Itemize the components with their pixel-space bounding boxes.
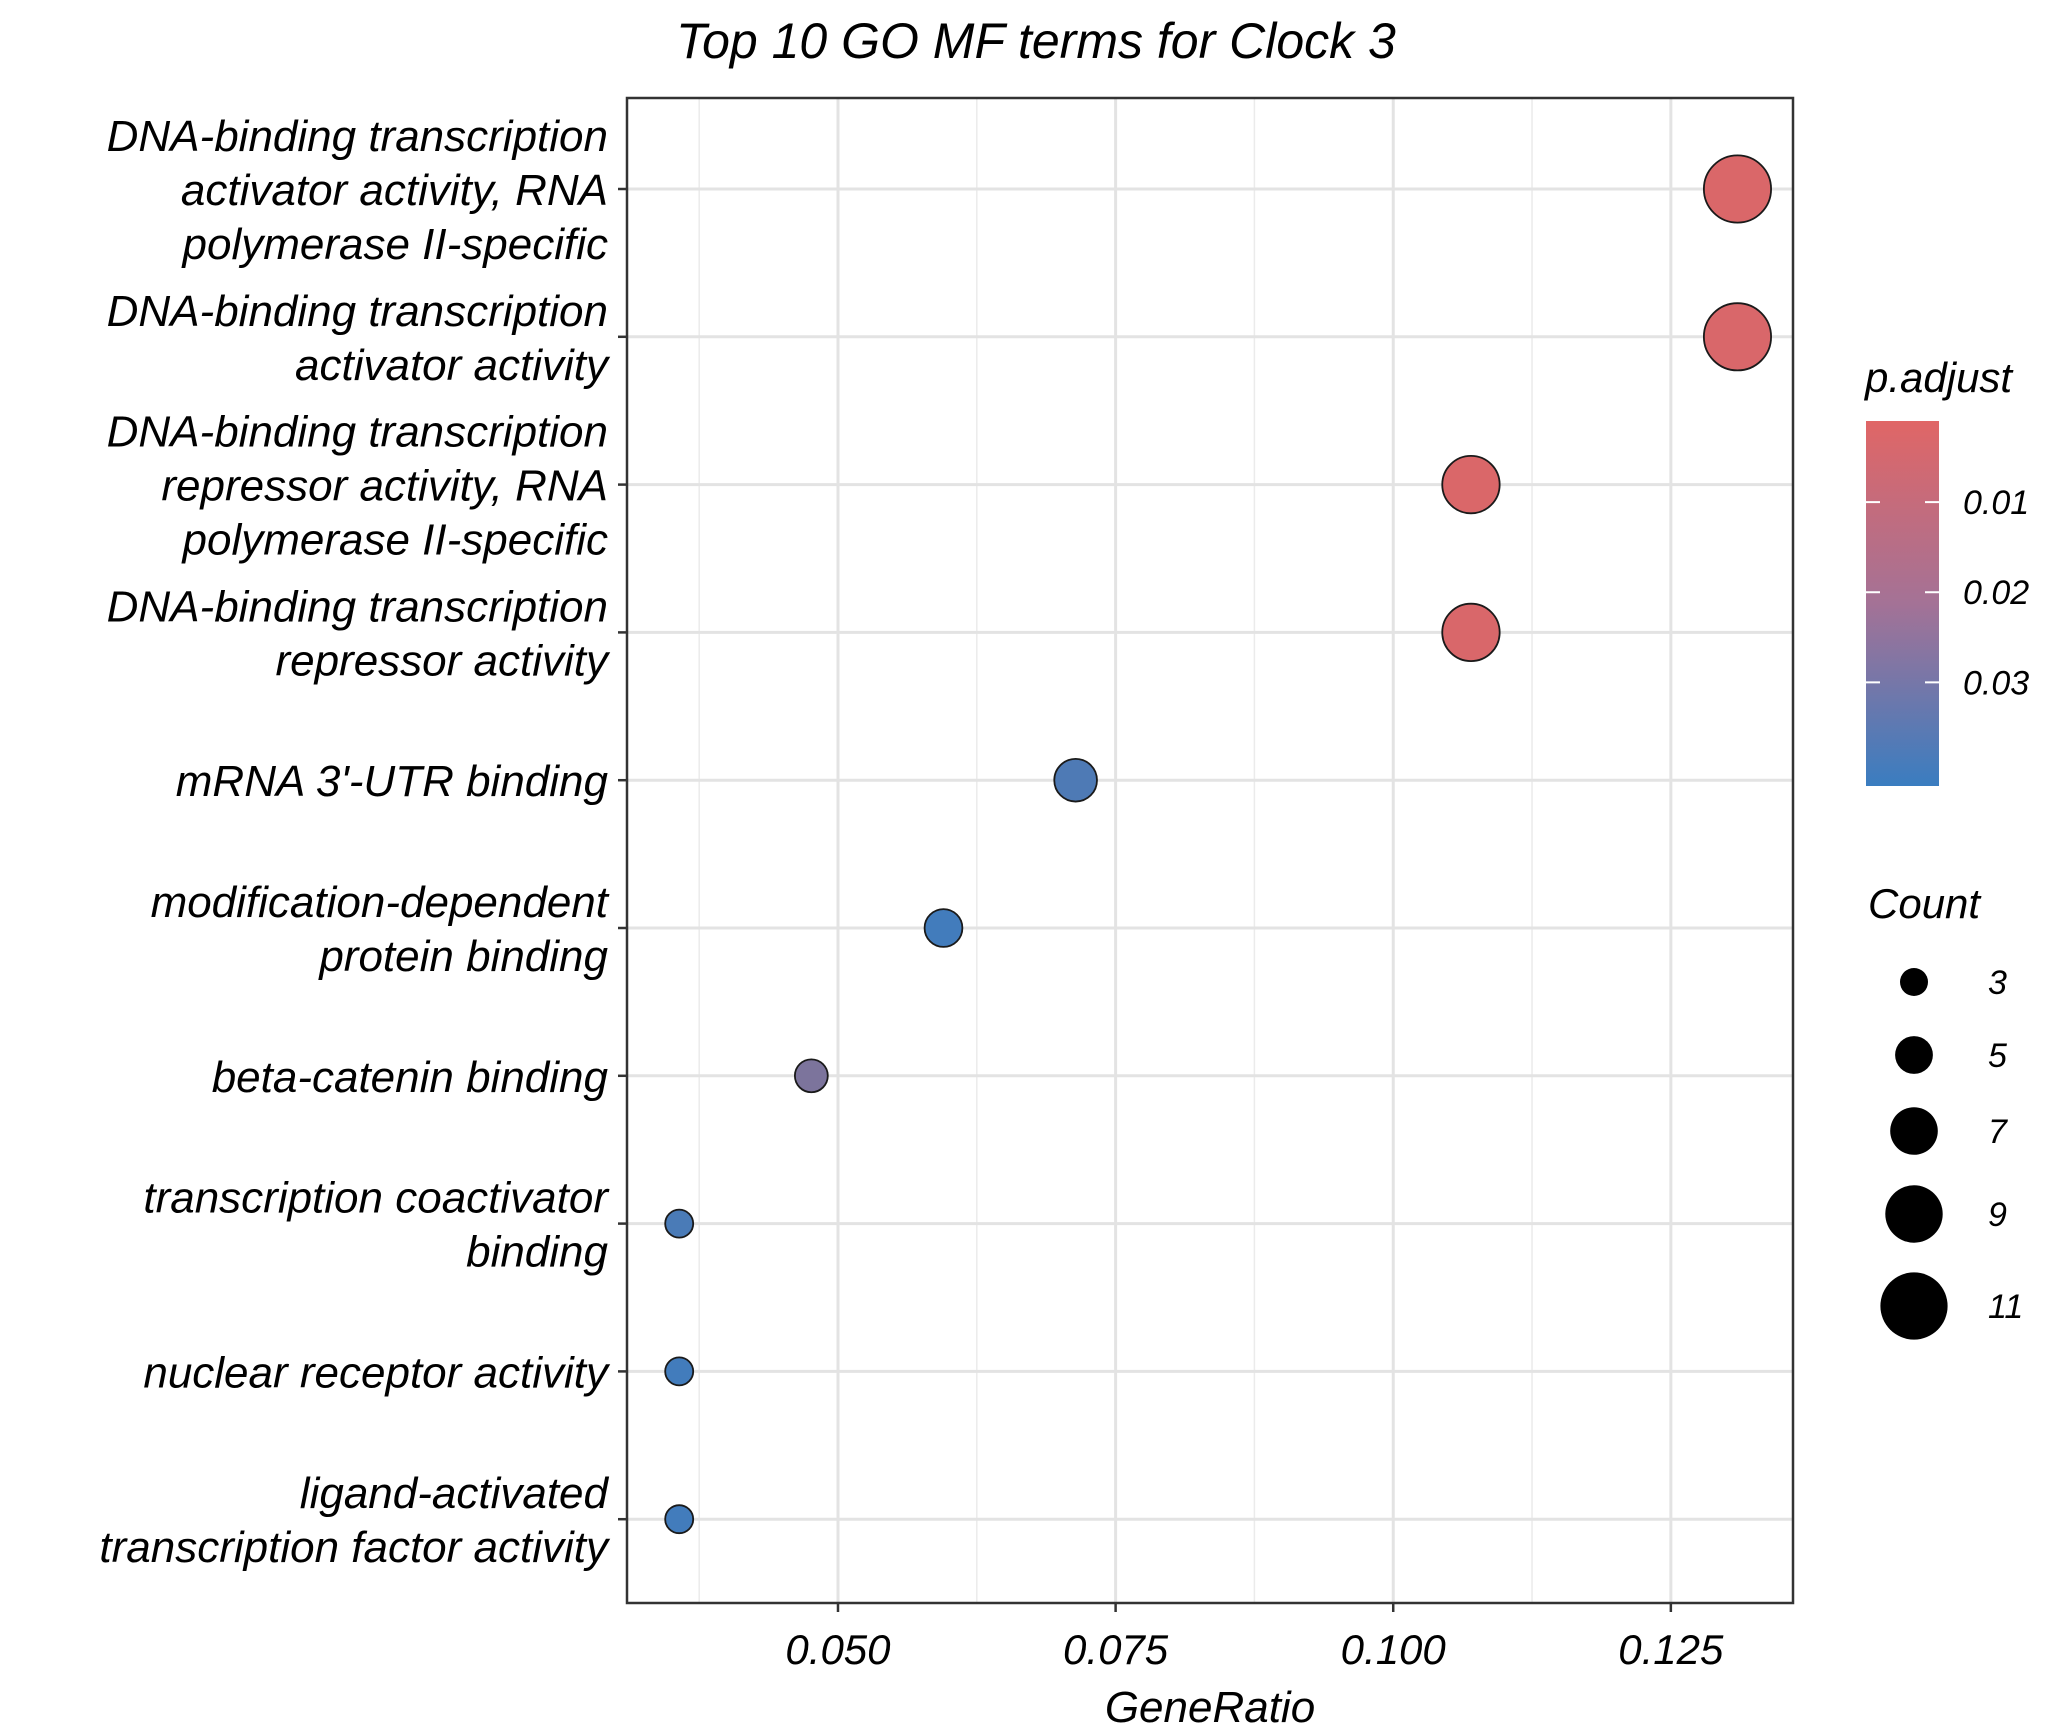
- count-legend-key: [1900, 968, 1928, 996]
- data-points: [664, 154, 1772, 1535]
- count-legend-key: [1880, 1272, 1948, 1340]
- count-legend-items: 3 5 7 9 11: [1880, 964, 2023, 1340]
- y-axis-label: beta-catenin binding: [212, 1053, 609, 1102]
- x-tick-label: 0.100: [1341, 1626, 1447, 1673]
- count-legend-key: [1890, 1107, 1938, 1155]
- y-axis-label: polymerase II-specific: [181, 516, 608, 565]
- p-adjust-colorbar: [1866, 421, 1939, 786]
- y-axis-label: modification-dependent: [151, 878, 610, 927]
- count-legend-key: [1895, 1036, 1933, 1074]
- data-point: [793, 1058, 829, 1094]
- data-point: [1441, 602, 1501, 663]
- y-axis-label: transcription factor activity: [99, 1523, 611, 1572]
- data-point: [923, 908, 964, 948]
- y-axis-label: polymerase II-specific: [181, 220, 608, 269]
- colorbar-tick-label: 0.01: [1963, 484, 2029, 522]
- y-axis-label: nuclear receptor activity: [143, 1348, 611, 1397]
- grid-lines: [627, 98, 1793, 1603]
- y-axis-label: repressor activity: [275, 636, 611, 685]
- y-axis-label: DNA-binding transcription: [107, 112, 608, 161]
- data-point: [664, 1504, 695, 1535]
- y-axis-label: activator activity: [295, 341, 611, 390]
- x-tick-label: 0.125: [1618, 1626, 1724, 1673]
- y-axis-label: mRNA 3'-UTR binding: [176, 757, 609, 806]
- x-axis-title: GeneRatio: [1105, 1683, 1315, 1732]
- count-legend-label: 3: [1988, 964, 2007, 1002]
- y-axis-label: repressor activity, RNA: [161, 462, 608, 511]
- y-axis-labels: DNA-binding transcription activator activ…: [99, 112, 627, 1572]
- y-axis-label: ligand-activated: [300, 1469, 610, 1518]
- x-tick-label: 0.050: [785, 1626, 891, 1673]
- data-point: [664, 1356, 695, 1387]
- chart-title: Top 10 GO MF terms for Clock 3: [676, 13, 1396, 69]
- y-axis-label: binding: [466, 1228, 608, 1277]
- count-legend-label: 5: [1988, 1037, 2007, 1075]
- p-adjust-colorbar-ticks: 0.01 0.02 0.03: [1866, 484, 2029, 702]
- data-point: [1441, 454, 1501, 515]
- y-axis-label: DNA-binding transcription: [107, 287, 608, 336]
- p-adjust-legend: p.adjust 0.01 0.02 0.03: [1863, 354, 2029, 786]
- p-adjust-legend-title: p.adjust: [1863, 354, 2014, 401]
- count-legend-title: Count: [1868, 880, 1982, 927]
- x-tick-label: 0.075: [1063, 1626, 1169, 1673]
- data-point: [664, 1208, 695, 1239]
- count-legend-label: 9: [1988, 1196, 2007, 1234]
- x-axis-ticks: 0.050 0.075 0.100 0.125: [785, 1603, 1724, 1673]
- count-legend-key: [1885, 1185, 1943, 1243]
- y-axis-label: protein binding: [317, 932, 608, 981]
- colorbar-tick-label: 0.03: [1963, 664, 2029, 702]
- y-axis-label: DNA-binding transcription: [107, 582, 608, 631]
- y-axis-label: activator activity, RNA: [181, 166, 608, 215]
- data-point: [1702, 154, 1772, 224]
- y-axis-label: transcription coactivator: [143, 1174, 610, 1223]
- count-legend: Count 3 5 7 9 11: [1868, 880, 2023, 1340]
- colorbar-tick-label: 0.02: [1963, 574, 2029, 612]
- data-point: [1053, 757, 1098, 803]
- count-legend-label: 7: [1988, 1113, 2008, 1151]
- plot-panel-border: [625, 96, 1795, 1605]
- y-axis-label: DNA-binding transcription: [107, 408, 608, 457]
- count-legend-label: 11: [1988, 1288, 2023, 1326]
- data-point: [1702, 302, 1772, 372]
